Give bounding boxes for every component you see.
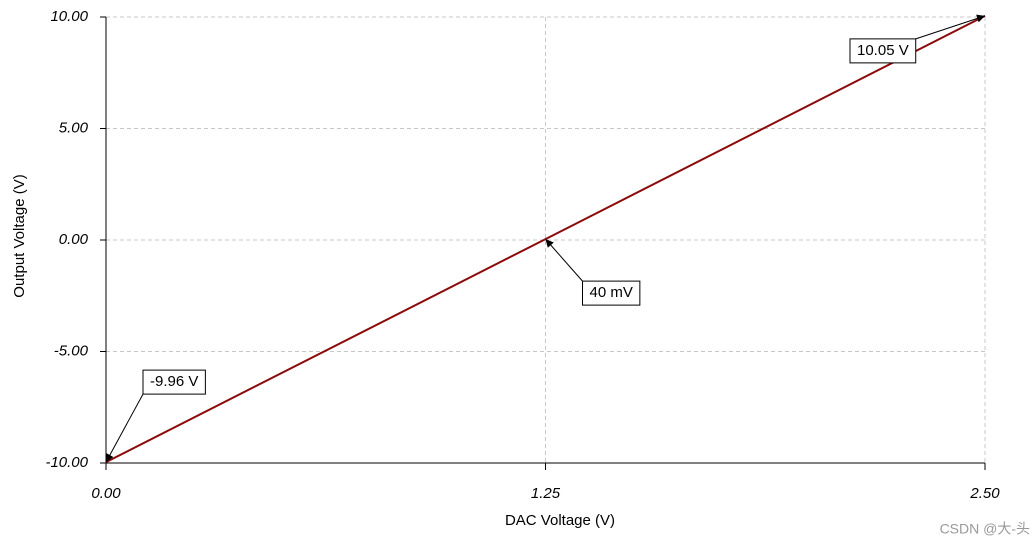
label-box	[849, 38, 917, 64]
y-tick-label: -10.00	[45, 454, 88, 471]
x-tick-label: 1.25	[531, 485, 561, 502]
annotation-arrow	[105, 393, 144, 463]
x-tick-label: 0.00	[91, 485, 121, 502]
value-label: 10.05 V	[857, 42, 909, 59]
y-tick-label: -5.00	[54, 342, 89, 359]
annotation-arrow	[915, 14, 986, 40]
watermark: CSDN @大-头	[940, 521, 1030, 537]
label-box	[582, 280, 641, 306]
value-label: 40 mV	[590, 284, 633, 301]
y-tick-label: 0.00	[59, 231, 89, 248]
label-box	[142, 369, 206, 395]
annotation-arrow	[545, 238, 583, 282]
y-tick-label: 5.00	[59, 119, 89, 136]
y-axis-label: Output Voltage (V)	[11, 174, 28, 297]
value-label: -9.96 V	[150, 373, 198, 390]
x-axis-label: DAC Voltage (V)	[505, 512, 615, 529]
x-tick-label: 2.50	[969, 485, 1000, 502]
y-tick-label: 10.00	[50, 8, 88, 25]
